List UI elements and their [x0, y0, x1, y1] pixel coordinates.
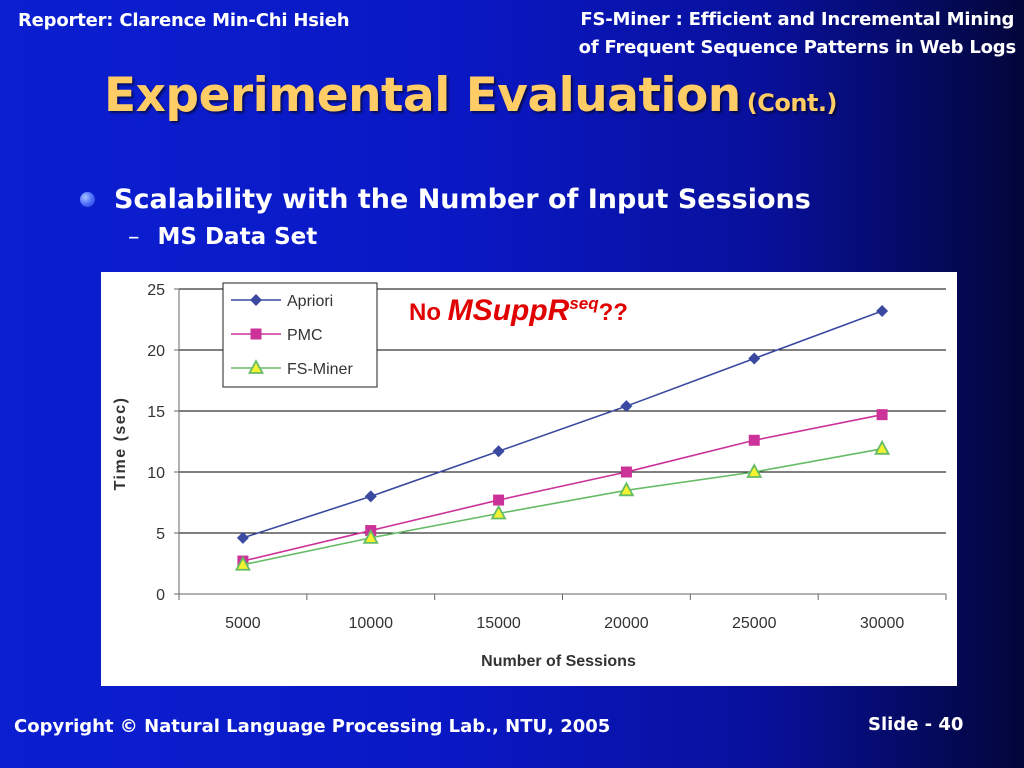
data-point-fs-miner-shape [234, 555, 251, 571]
data-point-apriori-shape [748, 352, 761, 365]
data-point-apriori [364, 490, 377, 503]
legend-marker-fs-miner [247, 359, 265, 374]
legend-marker-fs-miner-shape [247, 359, 265, 374]
paper-title: FS-Miner : Efficient and Incremental Min… [578, 6, 1017, 62]
data-point-fs-miner [362, 528, 379, 544]
data-point-fs-miner [490, 504, 507, 520]
x-tick-label: 15000 [476, 615, 521, 632]
data-point-apriori [236, 531, 249, 544]
chart-container: 0 5 10 15 20 25 5000 10000 15000 20000 25000 30000 N… [101, 272, 957, 686]
data-point-fs-miner-shape [490, 504, 507, 520]
sub-bullet-text: MS Data Set [157, 224, 318, 250]
data-point-fs-miner-shape [618, 481, 635, 497]
data-point-pmc-shape [876, 409, 888, 421]
legend-marker-apriori [250, 294, 262, 306]
data-point-apriori [876, 304, 889, 317]
data-point-apriori [748, 352, 761, 365]
data-point-apriori-shape [620, 400, 633, 413]
series-line-fs-miner [242, 448, 883, 566]
bullet-dot-icon [80, 192, 95, 207]
y-tick-label: 5 [156, 526, 165, 543]
slide-number: Slide - 40 [868, 714, 964, 735]
data-point-apriori-shape [236, 531, 249, 544]
data-point-apriori [492, 445, 505, 458]
slide-title: Experimental Evaluation (Cont.) [104, 68, 838, 123]
data-point-apriori-shape [492, 445, 505, 458]
data-point-pmc-shape [493, 494, 505, 506]
legend-label-fs-miner: FS-Miner [287, 361, 353, 378]
data-point-fs-miner [874, 439, 891, 455]
main-bullet: Scalability with the Number of Input Ses… [80, 184, 811, 215]
series-line-pmc [242, 413, 883, 562]
reporter-label: Reporter: Clarence Min-Chi Hsieh [18, 10, 350, 31]
series-line-apriori [242, 310, 883, 539]
data-point-fs-miner [746, 463, 763, 478]
line-chart: 0 5 10 15 20 25 5000 10000 15000 20000 25000 30000 N… [112, 282, 947, 670]
slide-title-text: Experimental Evaluation [104, 68, 741, 123]
slide-title-suffix: (Cont.) [746, 89, 838, 117]
legend-marker-pmc-shape [250, 328, 262, 340]
data-point-fs-miner [234, 555, 251, 571]
annotation-text: No MSuppRseq?? [409, 294, 628, 327]
data-point-fs-miner-shape [874, 439, 891, 455]
data-point-pmc [620, 466, 632, 478]
data-point-fs-miner [618, 481, 635, 497]
y-tick-label: 25 [147, 282, 165, 299]
data-point-pmc [493, 494, 505, 506]
data-point-pmc-shape [620, 466, 632, 478]
y-axis-title: Time (sec) [112, 397, 129, 491]
main-bullet-text: Scalability with the Number of Input Ses… [114, 184, 811, 215]
annotation-superscript: seq [569, 294, 599, 313]
data-point-apriori-shape [364, 490, 377, 503]
sub-bullet: – MS Data Set [128, 224, 317, 250]
x-tick-label: 20000 [604, 615, 649, 632]
x-tick-label: 25000 [732, 615, 777, 632]
y-tick-label: 10 [147, 465, 165, 482]
data-point-pmc [748, 434, 760, 446]
paper-title-line-2: of Frequent Sequence Patterns in Web Log… [578, 37, 1017, 58]
paper-title-line-1: FS-Miner : Efficient and Incremental Min… [580, 9, 1015, 30]
data-point-apriori [620, 400, 633, 413]
y-tick-label: 20 [147, 343, 165, 360]
annotation-suffix: ?? [599, 299, 628, 326]
data-point-fs-miner-shape [362, 528, 379, 544]
sub-bullet-dash: – [128, 224, 140, 250]
x-tick-label: 10000 [349, 615, 394, 632]
x-tick-label: 5000 [225, 615, 261, 632]
data-point-pmc [876, 409, 888, 421]
footer-copyright: Copyright © Natural Language Processing … [14, 716, 611, 737]
data-point-pmc-shape [748, 434, 760, 446]
annotation-name: MSuppR [448, 294, 570, 327]
y-tick-label: 15 [147, 404, 165, 421]
x-tick-label: 30000 [860, 615, 905, 632]
legend-label-pmc: PMC [287, 327, 323, 344]
x-axis-title: Number of Sessions [481, 653, 636, 670]
annotation-prefix: No [409, 299, 448, 326]
data-point-apriori-shape [876, 304, 889, 317]
y-tick-label: 0 [156, 587, 165, 604]
legend-marker-apriori-shape [250, 294, 262, 306]
legend-label-apriori: Apriori [287, 293, 333, 310]
data-point-fs-miner-shape [746, 463, 763, 478]
legend-marker-pmc [250, 328, 262, 340]
